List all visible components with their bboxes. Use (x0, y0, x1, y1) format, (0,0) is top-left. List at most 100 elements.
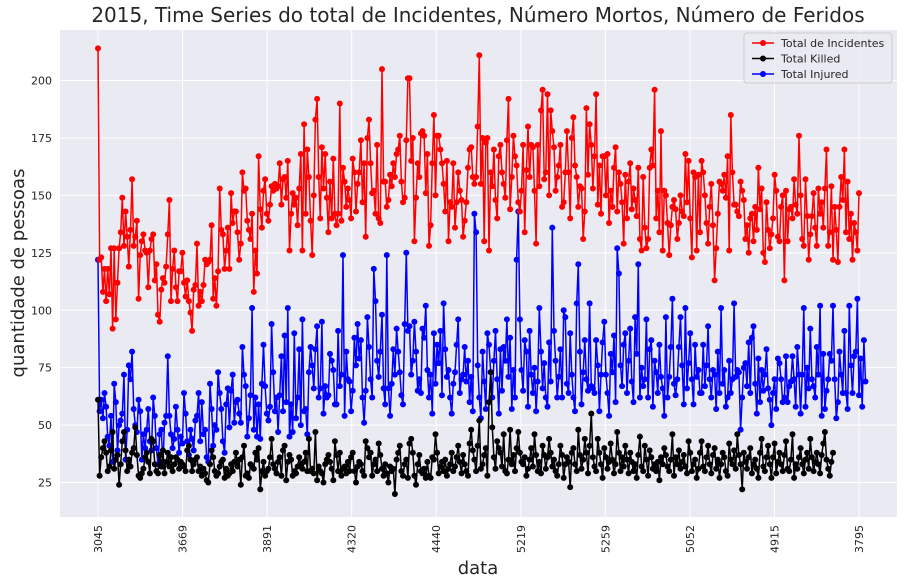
data-point (854, 247, 861, 254)
data-point (617, 180, 624, 187)
data-point (140, 431, 147, 438)
data-point (698, 390, 705, 396)
data-point (552, 468, 559, 475)
data-point (700, 169, 707, 176)
data-point (611, 470, 617, 477)
data-point (799, 236, 806, 242)
data-point (421, 334, 428, 341)
data-point (276, 160, 283, 167)
data-point (750, 461, 757, 468)
data-point (388, 183, 395, 190)
data-point (533, 452, 540, 458)
x-tick-label: 3045 (92, 525, 105, 553)
data-point (151, 412, 158, 419)
data-point (805, 465, 812, 472)
data-point (310, 385, 317, 392)
data-point (463, 378, 470, 385)
data-point (831, 203, 838, 210)
data-point (416, 452, 423, 458)
data-point (187, 426, 194, 433)
data-point (111, 465, 118, 472)
data-point (572, 461, 578, 468)
data-point (817, 470, 824, 477)
data-point (763, 199, 770, 206)
data-point (739, 394, 746, 401)
data-point (700, 341, 707, 348)
data-point (414, 461, 421, 468)
data-point (182, 468, 189, 475)
data-point (507, 426, 514, 433)
data-point (555, 162, 562, 169)
data-point (351, 468, 358, 475)
data-point (701, 192, 708, 199)
data-point (857, 355, 864, 362)
data-point (177, 268, 184, 275)
data-point (503, 316, 510, 323)
data-point (839, 197, 846, 203)
y-tick-label: 50 (38, 419, 52, 432)
data-point (336, 383, 343, 390)
data-point (477, 180, 484, 187)
data-point (781, 277, 788, 284)
data-point (380, 385, 387, 392)
data-point (502, 194, 509, 201)
data-point (755, 474, 762, 481)
data-point (787, 456, 794, 463)
data-point (387, 171, 394, 178)
data-point (628, 206, 635, 213)
data-point (317, 215, 324, 222)
data-point (499, 463, 505, 470)
data-point (693, 247, 700, 254)
data-point (722, 403, 729, 410)
data-point (643, 456, 650, 463)
data-point (666, 373, 673, 380)
data-point (353, 208, 359, 215)
data-point (718, 305, 725, 311)
data-point (604, 390, 611, 396)
data-point (774, 233, 781, 240)
data-point (434, 449, 441, 456)
data-point (374, 141, 381, 148)
data-point (325, 392, 332, 399)
data-point (293, 470, 299, 477)
data-point (541, 176, 548, 183)
data-point (494, 215, 501, 222)
data-point (718, 180, 725, 187)
data-point (659, 385, 666, 392)
data-point (205, 479, 212, 486)
data-point (758, 435, 765, 442)
data-point (474, 442, 481, 449)
data-point (836, 348, 843, 355)
data-point (552, 357, 559, 364)
data-point (168, 431, 174, 438)
data-point (542, 169, 549, 176)
data-point (808, 213, 815, 220)
data-point (713, 406, 720, 412)
data-point (578, 465, 585, 472)
data-point (544, 454, 551, 461)
data-point (189, 435, 196, 442)
data-point (505, 95, 512, 102)
data-point (270, 369, 277, 376)
data-point (748, 470, 755, 477)
data-point (654, 458, 661, 465)
data-point (638, 463, 645, 470)
data-point (484, 330, 491, 337)
data-point (525, 403, 531, 410)
data-point (820, 440, 827, 447)
data-point (383, 203, 390, 210)
data-point (318, 144, 325, 151)
data-point (586, 442, 593, 449)
data-point (198, 399, 205, 406)
data-point (163, 263, 170, 270)
data-point (549, 463, 556, 470)
data-point (818, 199, 825, 206)
data-point (737, 461, 744, 468)
data-point (194, 412, 200, 419)
data-point (513, 445, 520, 452)
data-point (288, 401, 295, 408)
data-point (288, 456, 295, 463)
data-point (317, 385, 324, 392)
data-point (547, 107, 554, 114)
data-point (276, 454, 283, 461)
